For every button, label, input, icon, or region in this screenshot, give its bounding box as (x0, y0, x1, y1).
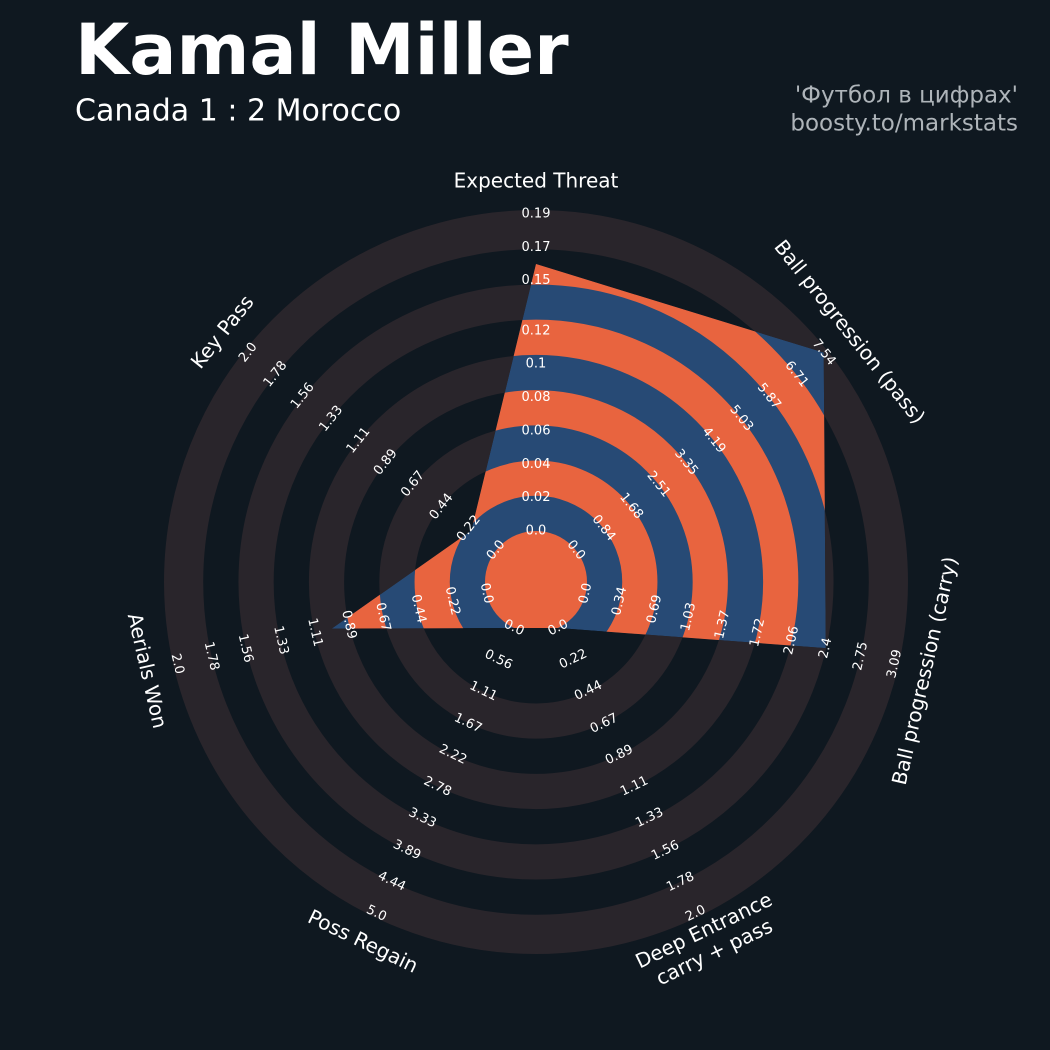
tick-label: 1.37 (712, 609, 733, 641)
tick-label: 0.12 (522, 323, 551, 338)
chart-subtitle: Canada 1 : 2 Morocco (75, 94, 401, 129)
tick-label: 0.15 (522, 273, 551, 288)
tick-label: 0.06 (522, 423, 551, 438)
tick-label: 0.0 (477, 582, 496, 606)
background-ring (164, 210, 908, 954)
tick-label: 1.72 (747, 617, 768, 649)
axis-label-line: Expected Threat (454, 169, 619, 193)
tick-label: 1.33 (270, 624, 291, 656)
tick-label: 2.06 (781, 625, 802, 657)
tick-label: 2.0 (168, 652, 187, 676)
radar-ring (331, 264, 826, 649)
tick-label: 0.04 (522, 457, 551, 472)
tick-label: 0.1 (526, 357, 547, 372)
chart-title: Kamal Miller (75, 9, 569, 91)
tick-label: 0.17 (522, 240, 551, 255)
radar-ring (414, 460, 658, 649)
tick-label: 0.44 (408, 593, 429, 625)
tick-label: 0.22 (442, 585, 463, 617)
tick-label: 0.34 (609, 585, 630, 617)
radar-ring (485, 531, 587, 633)
radar-clip (331, 264, 826, 649)
tick-label: 3.09 (884, 648, 905, 680)
tick-label: 0.19 (522, 207, 551, 222)
credit: 'Футбол в цифрах' (795, 83, 1018, 109)
axis-label: Expected Threat (454, 169, 619, 193)
tick-label: 0.89 (338, 609, 359, 641)
tick-label: 0.08 (522, 390, 551, 405)
tick-label: 1.11 (304, 617, 325, 649)
tick-label: 0.02 (522, 490, 551, 505)
tick-label: 1.78 (201, 640, 222, 672)
tick-label: 2.4 (816, 636, 835, 660)
radar-fill (331, 264, 826, 649)
credit: boosty.to/markstats (790, 111, 1018, 137)
tick-label: 0.0 (576, 582, 595, 606)
tick-label: 1.03 (678, 601, 699, 633)
tick-label: 0.0 (526, 524, 547, 539)
radar-ring (331, 319, 799, 649)
tick-label: 1.56 (235, 633, 256, 665)
tick-label: 2.75 (850, 640, 871, 672)
tick-label: 0.67 (372, 601, 393, 633)
tick-label: 0.69 (644, 593, 665, 625)
